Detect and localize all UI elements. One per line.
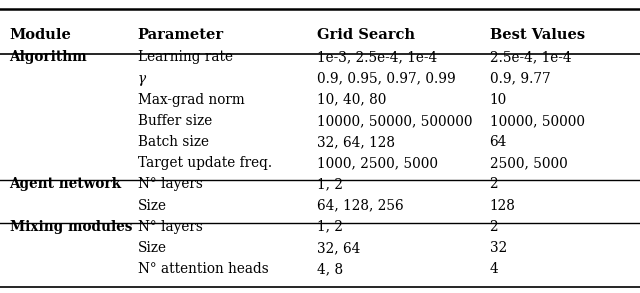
Text: 4: 4 <box>490 262 499 276</box>
Text: 2.5e-4, 1e-4: 2.5e-4, 1e-4 <box>490 50 572 64</box>
Text: N° layers: N° layers <box>138 220 202 234</box>
Text: Size: Size <box>138 199 166 213</box>
Text: Max-grad norm: Max-grad norm <box>138 93 244 107</box>
Text: Parameter: Parameter <box>138 28 224 42</box>
Text: Target update freq.: Target update freq. <box>138 156 272 170</box>
Text: Agent network: Agent network <box>10 178 122 191</box>
Text: 32, 64: 32, 64 <box>317 241 360 255</box>
Text: Algorithm: Algorithm <box>10 50 87 64</box>
Text: Learning rate: Learning rate <box>138 50 232 64</box>
Text: 1000, 2500, 5000: 1000, 2500, 5000 <box>317 156 438 170</box>
Text: N° attention heads: N° attention heads <box>138 262 268 276</box>
Text: 1, 2: 1, 2 <box>317 220 343 234</box>
Text: Buffer size: Buffer size <box>138 114 212 128</box>
Text: 0.9, 9.77: 0.9, 9.77 <box>490 71 550 86</box>
Text: 2500, 5000: 2500, 5000 <box>490 156 567 170</box>
Text: N° layers: N° layers <box>138 178 202 191</box>
Text: 32: 32 <box>490 241 507 255</box>
Text: 1e-3, 2.5e-4, 1e-4: 1e-3, 2.5e-4, 1e-4 <box>317 50 437 64</box>
Text: Mixing modules: Mixing modules <box>10 220 132 234</box>
Text: 10: 10 <box>490 93 507 107</box>
Text: Best Values: Best Values <box>490 28 585 42</box>
Text: Module: Module <box>10 28 72 42</box>
Text: Grid Search: Grid Search <box>317 28 415 42</box>
Text: 4, 8: 4, 8 <box>317 262 343 276</box>
Text: 10000, 50000: 10000, 50000 <box>490 114 584 128</box>
Text: Batch size: Batch size <box>138 135 209 149</box>
Text: 64: 64 <box>490 135 507 149</box>
Text: 10, 40, 80: 10, 40, 80 <box>317 93 386 107</box>
Text: Size: Size <box>138 241 166 255</box>
Text: 10000, 50000, 500000: 10000, 50000, 500000 <box>317 114 472 128</box>
Text: 0.9, 0.95, 0.97, 0.99: 0.9, 0.95, 0.97, 0.99 <box>317 71 456 86</box>
Text: 64, 128, 256: 64, 128, 256 <box>317 199 403 213</box>
Text: 2: 2 <box>490 220 498 234</box>
Text: 128: 128 <box>490 199 515 213</box>
Text: 1, 2: 1, 2 <box>317 178 343 191</box>
Text: 2: 2 <box>490 178 498 191</box>
Text: γ: γ <box>138 71 146 86</box>
Text: 32, 64, 128: 32, 64, 128 <box>317 135 395 149</box>
